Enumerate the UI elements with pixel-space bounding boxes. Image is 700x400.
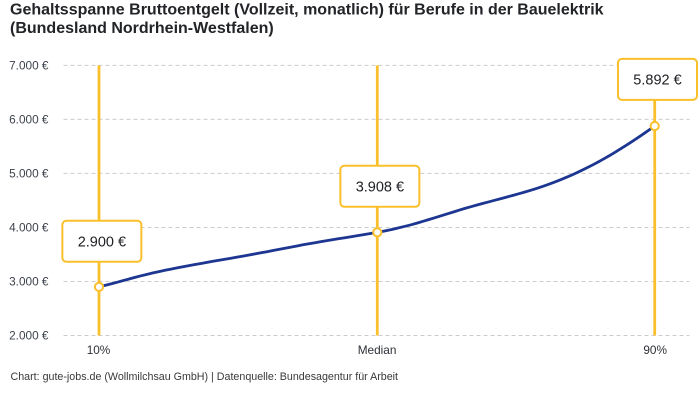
svg-text:10%: 10% — [87, 343, 111, 357]
svg-text:Chart: gute-jobs.de (Wollmilch: Chart: gute-jobs.de (Wollmilchsau GmbH) … — [11, 371, 399, 383]
svg-text:4.000 €: 4.000 € — [9, 221, 49, 235]
svg-text:6.000 €: 6.000 € — [9, 113, 49, 127]
svg-text:Gehaltsspanne Bruttoentgelt (V: Gehaltsspanne Bruttoentgelt (Vollzeit, m… — [10, 2, 604, 19]
svg-text:7.000 €: 7.000 € — [9, 59, 49, 73]
svg-text:3.908 €: 3.908 € — [356, 180, 404, 196]
svg-text:90%: 90% — [643, 343, 667, 357]
svg-text:2.000 €: 2.000 € — [9, 329, 49, 343]
svg-text:Median: Median — [358, 343, 397, 357]
svg-text:2.900 €: 2.900 € — [78, 235, 126, 251]
svg-text:(Bundesland Nordrhein-Westfale: (Bundesland Nordrhein-Westfalen) — [10, 20, 274, 37]
svg-text:5.892 €: 5.892 € — [633, 73, 681, 89]
svg-text:5.000 €: 5.000 € — [9, 167, 49, 181]
svg-text:3.000 €: 3.000 € — [9, 275, 49, 289]
